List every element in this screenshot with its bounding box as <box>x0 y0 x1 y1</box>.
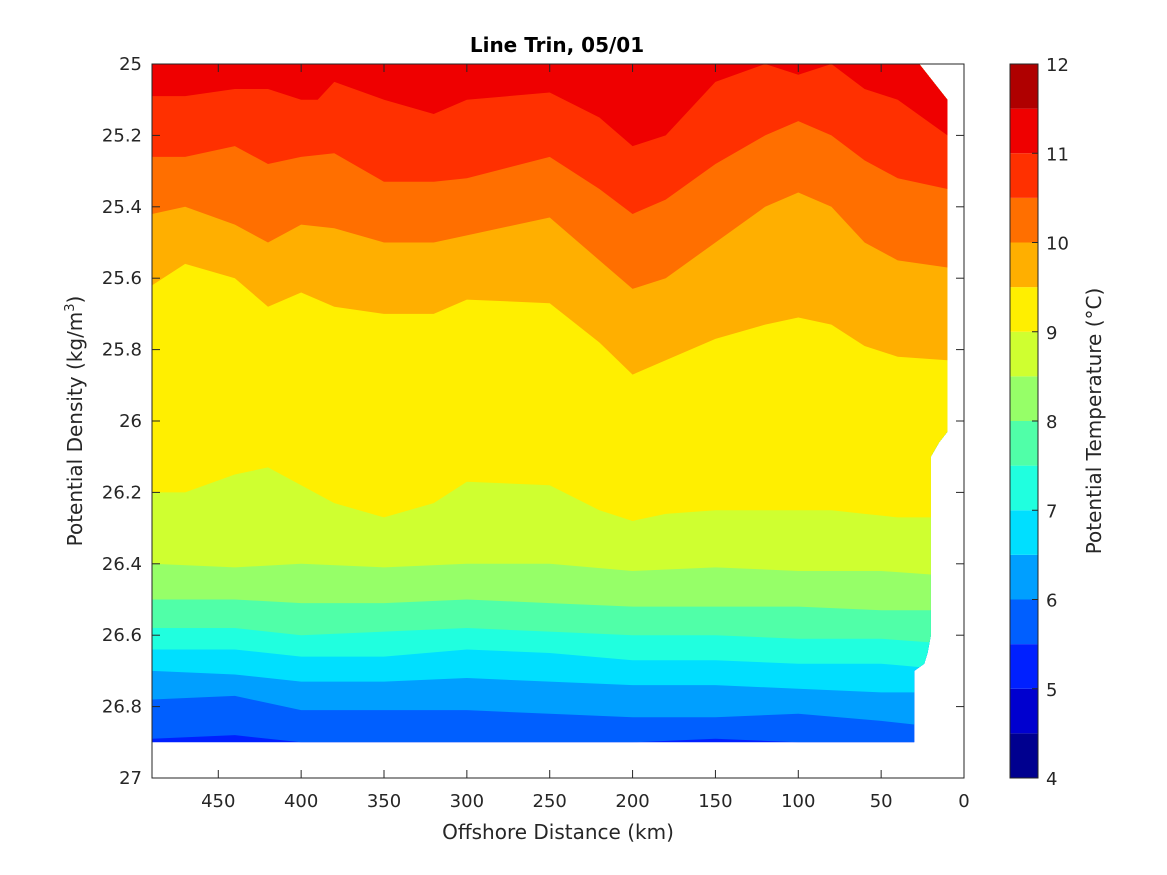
colorbar-tick-label: 9 <box>1046 323 1057 344</box>
y-tick-label: 26.8 <box>102 697 142 718</box>
colorbar-tick-label: 12 <box>1046 55 1069 76</box>
colorbar-tick-label: 10 <box>1046 234 1069 255</box>
colorbar-segment <box>1010 421 1038 466</box>
colorbar-label: Potential Temperature (°C) <box>1082 288 1106 555</box>
x-tick-label: 350 <box>367 791 401 812</box>
colorbar-segment <box>1010 644 1038 689</box>
colorbar-segment <box>1010 554 1038 600</box>
colorbar-segment <box>1010 733 1038 778</box>
colorbar-segment <box>1010 599 1038 645</box>
colorbar-segment <box>1010 64 1038 109</box>
y-tick-label: 26.6 <box>102 625 142 646</box>
y-axis-label-superscript: 3 <box>63 303 78 311</box>
y-axis-label-main: Potential Density (kg/m <box>63 312 87 547</box>
colorbar-tick-label: 11 <box>1046 144 1069 165</box>
x-tick-label: 150 <box>698 791 732 812</box>
colorbar-segment <box>1010 465 1038 511</box>
y-tick-label: 25.4 <box>102 197 142 218</box>
contour-bands <box>152 64 948 743</box>
y-tick-label: 25.8 <box>102 340 142 361</box>
y-axis-label-suffix: ) <box>63 296 87 304</box>
colorbar-tick-label: 8 <box>1046 412 1057 433</box>
chart-title: Line Trin, 05/01 <box>470 33 644 57</box>
y-tick-label: 25.2 <box>102 125 142 146</box>
x-tick-label: 50 <box>870 791 893 812</box>
colorbar-segment <box>1010 287 1038 332</box>
colorbar: 12 11 10 9 8 7 6 5 4 <box>1009 55 1069 790</box>
colorbar-tick-label: 4 <box>1046 769 1057 790</box>
colorbar-segment <box>1010 510 1038 555</box>
colorbar-tick-label: 6 <box>1046 591 1057 612</box>
colorbar-segment <box>1010 331 1038 377</box>
colorbar-segment <box>1010 376 1038 421</box>
colorbar-tick-label: 5 <box>1046 680 1057 701</box>
y-axis-label: Potential Density (kg/m3) <box>63 296 87 547</box>
x-axis: 450 400 350 300 250 200 150 100 50 0 <box>201 64 970 812</box>
colorbar-segment <box>1010 197 1038 243</box>
x-tick-label: 450 <box>201 791 235 812</box>
x-tick-label: 200 <box>615 791 649 812</box>
x-tick-label: 250 <box>533 791 567 812</box>
y-tick-label: 26.4 <box>102 554 142 575</box>
colorbar-segment <box>1010 108 1038 154</box>
y-tick-label: 26 <box>119 411 142 432</box>
colorbar-segment <box>1010 688 1038 734</box>
x-tick-label: 100 <box>781 791 815 812</box>
y-tick-label: 26.2 <box>102 482 142 503</box>
y-tick-label: 27 <box>119 768 142 789</box>
contour-band-11 <box>152 64 948 147</box>
y-tick-label: 25.6 <box>102 268 142 289</box>
y-axis: 25 25.2 25.4 25.6 25.8 26 26.2 26.4 26.6 26.8 27 <box>102 54 964 789</box>
colorbar-tick-label: 7 <box>1046 501 1057 522</box>
x-tick-label: 0 <box>958 791 969 812</box>
colorbar-segment <box>1010 153 1038 198</box>
colorbar-segment <box>1010 242 1038 288</box>
x-tick-label: 400 <box>284 791 318 812</box>
x-axis-label: Offshore Distance (km) <box>442 820 674 844</box>
x-tick-label: 300 <box>450 791 484 812</box>
y-tick-label: 25 <box>119 54 142 75</box>
